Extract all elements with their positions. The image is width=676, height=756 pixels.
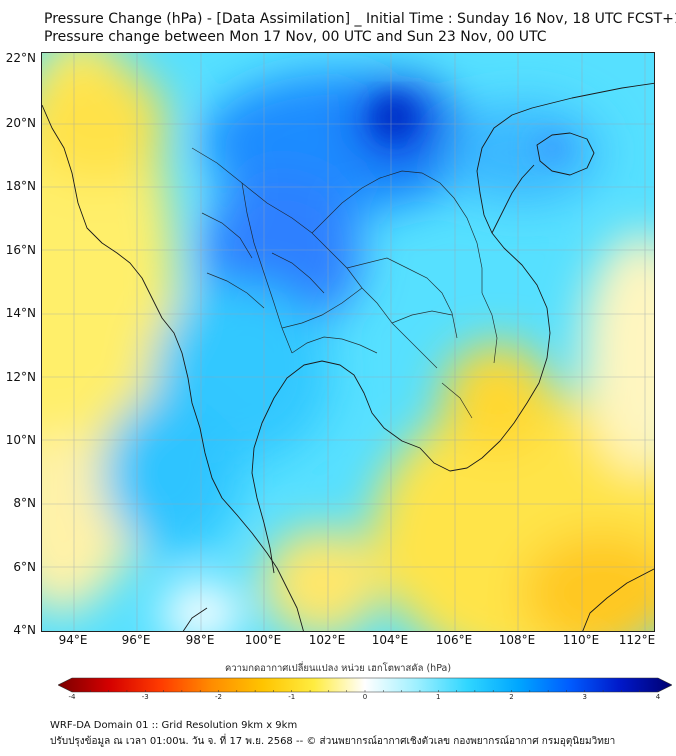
colorbar-label: -3 — [141, 693, 149, 701]
colorbar — [58, 677, 672, 693]
pressure-change-map — [41, 52, 655, 632]
colorbar-label: 2 — [509, 693, 514, 701]
lat-label-20n: 20°N — [5, 116, 36, 130]
colorbar-fill — [58, 677, 672, 693]
colorbar-label: 3 — [582, 693, 587, 701]
lon-label-108e: 108°E — [498, 633, 536, 647]
lon-label-100e: 100°E — [244, 633, 282, 647]
lat-label-10n: 10°N — [5, 433, 36, 447]
lat-label-8n: 8°N — [13, 496, 36, 510]
colorbar-label: -2 — [215, 693, 222, 701]
lat-label-12n: 12°N — [5, 370, 36, 384]
colorbar-label: 0 — [362, 693, 368, 701]
graticule — [42, 53, 654, 631]
borders — [191, 147, 498, 419]
colorbar-title: ความกดอากาศเปลี่ยนแปลง หน่วย เฮกโตพาสคัล… — [224, 663, 452, 674]
colorbar-label: 4 — [655, 693, 661, 701]
coastlines — [42, 82, 654, 631]
lat-label-18n: 18°N — [5, 179, 36, 193]
colorbar-label: -1 — [288, 693, 296, 701]
colorbar-label: 1 — [436, 693, 441, 701]
colorbar-label: -4 — [68, 693, 76, 701]
lat-label-14n: 14°N — [5, 306, 36, 320]
lon-label-106e: 106°E — [435, 633, 473, 647]
lat-label-4n: 4°N — [13, 623, 36, 637]
lon-label-110e: 110°E — [562, 633, 600, 647]
map-title-line1: Pressure Change (hPa) - [Data Assimilati… — [44, 11, 676, 27]
lat-label-22n: 22°N — [5, 51, 36, 65]
lon-label-96e: 96°E — [121, 633, 151, 647]
map-svg — [42, 53, 654, 631]
lat-label-6n: 6°N — [13, 560, 36, 574]
lat-label-16n: 16°N — [5, 243, 36, 257]
lon-label-98e: 98°E — [185, 633, 215, 647]
lon-label-104e: 104°E — [371, 633, 409, 647]
footer-model-info: WRF-DA Domain 01 :: Grid Resolution 9km … — [50, 720, 298, 731]
lon-label-94e: 94°E — [58, 633, 88, 647]
lon-label-112e: 112°E — [618, 633, 656, 647]
pressure-field — [42, 53, 654, 631]
footer-update-info: ปรับปรุงข้อมูล ณ เวลา 01:00น. วัน จ. ที่… — [50, 736, 616, 747]
lon-label-102e: 102°E — [308, 633, 346, 647]
map-title-line2: Pressure change between Mon 17 Nov, 00 U… — [44, 29, 547, 45]
